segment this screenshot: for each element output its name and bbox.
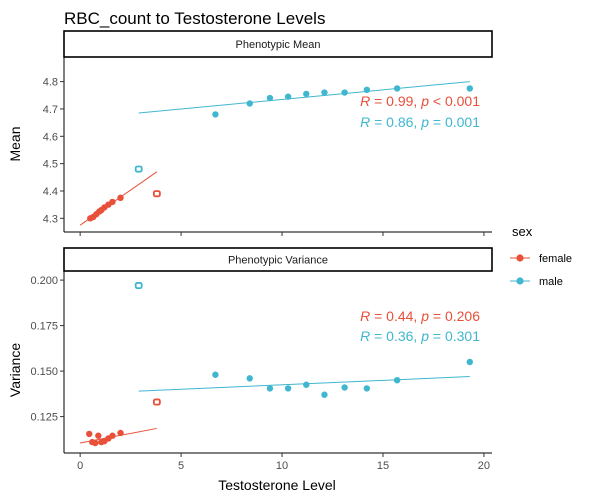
fit-line — [138, 81, 470, 114]
y-tick-label: 0.150 — [30, 366, 58, 378]
stat-annotation: R = 0.86, p = 0.001 — [360, 114, 480, 130]
outlier-point — [152, 190, 161, 198]
panel-0: Phenotypic Mean 4.3 4.4 4.5 4.6 4.7 4.8 Mean R =… — [7, 30, 493, 236]
data-point — [393, 85, 401, 92]
series-male: R = 0.36, p = 0.301 — [134, 282, 480, 398]
data-point — [341, 384, 348, 391]
strip-box — [63, 30, 493, 58]
data-point — [321, 391, 328, 398]
legend-point — [516, 277, 524, 285]
y-tick-label: 0.200 — [30, 275, 58, 287]
y-axis-title: Mean — [7, 126, 23, 161]
data-point — [363, 86, 371, 94]
data-point — [284, 93, 292, 100]
data-point — [109, 198, 116, 206]
legend-item-female: female — [510, 253, 572, 265]
legend-title: sex — [512, 224, 533, 239]
data-point — [117, 429, 124, 437]
data-point — [466, 85, 473, 92]
outlier-point — [152, 398, 161, 406]
legend-label: male — [539, 276, 563, 288]
data-point — [212, 111, 219, 118]
legend-point — [516, 254, 524, 262]
y-tick-label: 0.175 — [30, 321, 58, 333]
y-tick-label: 4.7 — [43, 104, 58, 116]
data-point — [246, 375, 253, 382]
data-point — [92, 439, 99, 447]
data-point — [284, 385, 292, 392]
legend-item-male: male — [510, 276, 563, 288]
y-tick-label: 4.8 — [43, 77, 58, 89]
data-point — [266, 94, 274, 102]
chart-panels: Phenotypic Mean 4.3 4.4 4.5 4.6 4.7 4.8 Mean R =… — [7, 30, 493, 472]
data-point — [246, 100, 253, 107]
chart-title: RBC_count to Testosterone Levels — [64, 9, 325, 28]
outlier-point — [134, 282, 143, 290]
strip-label: Phenotypic Mean — [236, 39, 321, 51]
data-point — [341, 89, 348, 96]
y-tick-label: 4.5 — [43, 159, 58, 171]
data-point — [95, 432, 102, 439]
data-point — [212, 371, 219, 378]
data-point — [466, 358, 473, 366]
x-tick-label: 0 — [77, 460, 83, 472]
y-tick-label: 4.6 — [43, 131, 58, 143]
series-female: R = 0.99, p < 0.001 — [79, 93, 480, 226]
x-tick-label: 5 — [178, 460, 184, 472]
strip-box — [63, 247, 493, 272]
data-point — [321, 89, 328, 96]
data-point — [86, 430, 93, 438]
y-tick-label: 4.3 — [43, 213, 58, 225]
outlier-point — [134, 165, 143, 173]
y-tick-label: 4.4 — [43, 186, 58, 198]
series-male: R = 0.86, p = 0.001 — [134, 81, 480, 173]
y-axis-title: Variance — [7, 343, 23, 397]
legend-label: female — [539, 253, 572, 265]
data-point — [393, 377, 401, 384]
y-tick-label: 0.125 — [30, 412, 58, 424]
x-tick-label: 15 — [377, 460, 389, 472]
stat-annotation: R = 0.36, p = 0.301 — [360, 328, 480, 344]
stat-annotation: R = 0.99, p < 0.001 — [360, 93, 480, 109]
data-point — [363, 385, 371, 392]
x-tick-label: 10 — [276, 460, 288, 472]
data-point — [303, 90, 310, 98]
series-female: R = 0.44, p = 0.206 — [80, 308, 480, 447]
x-tick-label: 20 — [478, 460, 490, 472]
x-axis-title: Testosterone Level — [218, 477, 336, 493]
data-point — [266, 385, 274, 392]
legend: sex female male — [510, 224, 572, 288]
data-point — [303, 381, 310, 388]
strip-label: Phenotypic Variance — [228, 255, 328, 267]
data-point — [109, 432, 116, 439]
panel-1: Phenotypic Variance 0.125 0.150 0.175 0.200 0… — [7, 247, 493, 472]
stat-annotation: R = 0.44, p = 0.206 — [360, 308, 480, 324]
data-point — [117, 194, 124, 202]
